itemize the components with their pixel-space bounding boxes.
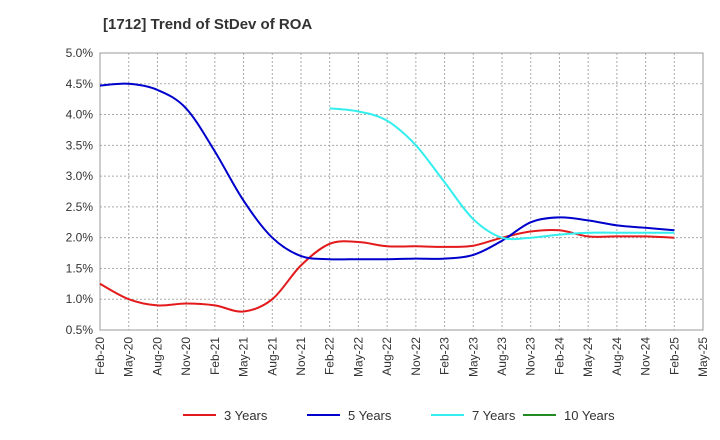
y-tick-label: 4.0% <box>66 108 94 122</box>
legend-label-1: 3 Years <box>224 408 268 423</box>
x-tick-label: May-20 <box>122 337 136 377</box>
y-tick-label: 1.5% <box>66 261 94 275</box>
x-tick-label: Nov-24 <box>639 337 653 376</box>
x-axis: Feb-20 May-20 Aug-20 Nov-20 Feb-21 May-21 Aug-… <box>93 337 710 377</box>
y-tick-label: 1.0% <box>66 292 94 306</box>
x-tick-label: May-23 <box>466 337 480 377</box>
x-tick-label: Feb-25 <box>667 337 681 375</box>
x-tick-label: Feb-24 <box>552 337 566 375</box>
y-tick-label: 0.5% <box>66 323 94 337</box>
x-tick-label: May-22 <box>351 337 365 377</box>
legend-label-4: 10 Years <box>564 408 615 423</box>
x-tick-label: Nov-22 <box>409 337 423 376</box>
series-line-1 <box>99 228 675 313</box>
plot-area <box>99 52 704 331</box>
y-tick-label: 4.5% <box>66 77 94 91</box>
x-tick-label: May-24 <box>581 337 595 377</box>
x-tick-label: May-21 <box>237 337 251 377</box>
legend: 3 Years 5 Years 7 Years 10 Years <box>183 408 615 423</box>
x-tick-label: Aug-24 <box>610 337 624 376</box>
chart-title: [1712] Trend of StDev of ROA <box>103 16 312 33</box>
x-tick-label: Aug-20 <box>150 337 164 376</box>
y-tick-label: 2.5% <box>66 200 94 214</box>
y-axis: 0.5% 1.0% 1.5% 2.0% 2.5% 3.0% 3.5% 4.0% 4.5% 5.0% <box>66 46 94 337</box>
series-line-3 <box>329 107 675 241</box>
grid <box>100 53 703 330</box>
x-tick-label: May-25 <box>696 337 710 377</box>
series-lines <box>99 82 675 313</box>
x-tick-label: Feb-20 <box>93 337 107 375</box>
x-tick-label: Aug-21 <box>265 337 279 376</box>
legend-label-3: 7 Years <box>472 408 516 423</box>
x-tick-label: Nov-23 <box>524 337 538 376</box>
x-tick-label: Feb-21 <box>208 337 222 375</box>
x-tick-label: Feb-22 <box>323 337 337 375</box>
x-tick-label: Nov-20 <box>179 337 193 376</box>
legend-label-2: 5 Years <box>348 408 392 423</box>
x-tick-label: Feb-23 <box>438 337 452 375</box>
x-tick-label: Aug-22 <box>380 337 394 376</box>
y-tick-label: 3.0% <box>66 169 94 183</box>
y-tick-label: 2.0% <box>66 231 94 245</box>
y-tick-label: 5.0% <box>66 46 94 60</box>
y-tick-label: 3.5% <box>66 138 94 152</box>
x-tick-label: Nov-21 <box>294 337 308 376</box>
series-line-2 <box>99 82 675 261</box>
x-tick-label: Aug-23 <box>495 337 509 376</box>
